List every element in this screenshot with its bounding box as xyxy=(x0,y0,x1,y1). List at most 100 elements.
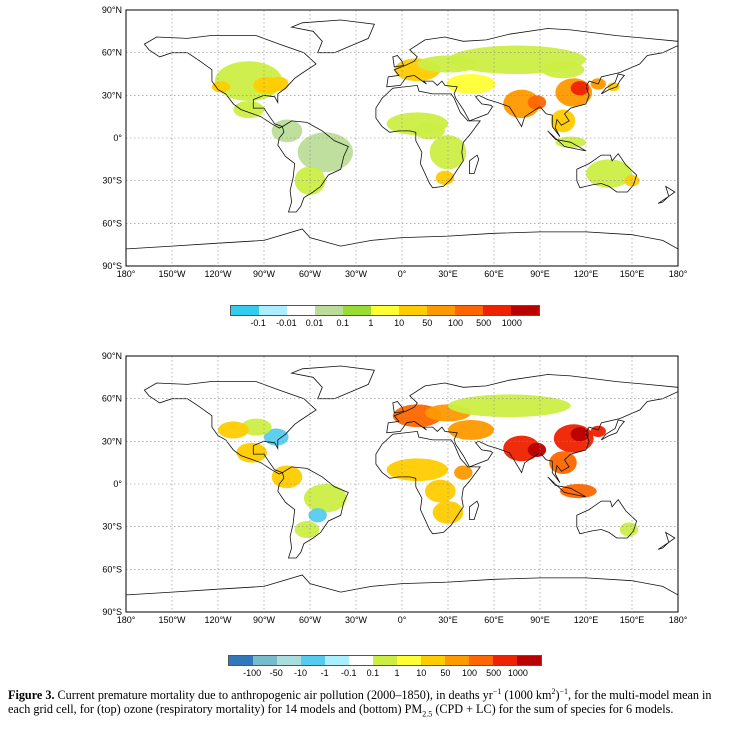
lon-label: 60°E xyxy=(484,615,504,625)
caption-text-1: Current premature mortality due to anthr… xyxy=(54,688,493,702)
colorbar-swatch xyxy=(315,306,343,315)
colorbar-swatch xyxy=(301,656,325,665)
colorbar-swatch xyxy=(455,306,483,315)
data-region-4 xyxy=(233,101,264,119)
lon-label: 120°W xyxy=(204,615,232,625)
data-region-3 xyxy=(211,81,231,93)
colorbar-swatches xyxy=(228,655,542,666)
colorbar-label: 0.1 xyxy=(366,668,380,678)
colorbar-swatch xyxy=(445,656,469,665)
colorbar-label: 1 xyxy=(368,318,374,328)
caption-sub-1: 2.5 xyxy=(422,709,433,719)
coastline-africa xyxy=(375,430,481,535)
coastline-japan xyxy=(600,419,626,441)
colorbar-label: 100 xyxy=(462,668,478,678)
colorbar-label: -100 xyxy=(243,668,262,678)
lon-label: 0° xyxy=(398,615,407,625)
lon-label: 90°W xyxy=(253,615,276,625)
lat-label: 90°S xyxy=(102,261,122,271)
lat-label: 30°N xyxy=(102,90,122,100)
lon-label: 180° xyxy=(117,615,136,625)
coastlines xyxy=(126,19,678,266)
data-region-5 xyxy=(271,119,303,143)
pm25-colorbar: -100 -50 -10 -1 -0.1 0.1 1 10 50 100 500 1000 xyxy=(228,655,542,685)
colorbar-label: 10 xyxy=(394,318,405,328)
colorbar-swatch xyxy=(399,306,427,315)
colorbar-swatch xyxy=(373,656,397,665)
lon-label: 180° xyxy=(669,615,688,625)
colorbar-label: -0.1 xyxy=(341,668,357,678)
lat-label: 0° xyxy=(113,133,122,143)
data-region-10 xyxy=(448,394,571,418)
gridlines xyxy=(126,356,678,612)
colorbar-swatch xyxy=(325,656,349,665)
data-region-6 xyxy=(308,508,327,523)
lon-label: 180° xyxy=(117,269,136,279)
colorbar-label: 1 xyxy=(394,668,400,678)
lat-label: 60°S xyxy=(102,218,122,228)
lat-label: 60°N xyxy=(102,48,122,58)
lat-label: 90°N xyxy=(102,5,122,15)
data-region-24 xyxy=(586,159,632,188)
colorbar-swatches xyxy=(230,305,540,316)
lat-label: 30°S xyxy=(102,522,122,532)
colorbar-label: 1000 xyxy=(507,668,528,678)
colorbar-label: -10 xyxy=(293,668,307,678)
lat-label: 60°N xyxy=(102,394,122,404)
data-region-15 xyxy=(570,81,590,96)
colorbar-label: 50 xyxy=(440,668,451,678)
colorbar-label: 100 xyxy=(447,318,463,328)
colorbar-label: 50 xyxy=(422,318,433,328)
lon-label: 60°W xyxy=(299,615,322,625)
coastline-australia xyxy=(576,152,638,193)
colorbar-swatch xyxy=(287,306,315,315)
colorbar-label: 10 xyxy=(416,668,427,678)
lon-label: 30°W xyxy=(345,269,368,279)
data-field xyxy=(218,394,639,539)
caption-text-2: (1000 km xyxy=(501,688,552,702)
data-region-23 xyxy=(619,522,639,537)
lon-label: 30°W xyxy=(345,615,368,625)
data-region-16 xyxy=(590,425,606,438)
data-region-20 xyxy=(425,479,456,503)
coastlines xyxy=(126,365,678,612)
lat-label: 60°S xyxy=(102,564,122,574)
coastline-antarctica xyxy=(126,228,678,266)
lon-label: 150°W xyxy=(158,269,186,279)
coastline-africa xyxy=(375,84,481,189)
lon-label: 180° xyxy=(669,269,688,279)
data-region-13 xyxy=(527,442,547,457)
colorbar-swatch xyxy=(511,306,539,315)
colorbar-swatch xyxy=(259,306,287,315)
lon-label: 120°E xyxy=(574,615,599,625)
data-region-15 xyxy=(570,427,590,442)
data-region-5 xyxy=(303,484,347,513)
colorbar-swatch xyxy=(427,306,455,315)
coastline-antarctica xyxy=(126,574,678,612)
colorbar-swatch xyxy=(277,656,301,665)
data-region-19 xyxy=(550,109,576,133)
coastline-japan xyxy=(600,73,626,95)
caption-label: Figure 3. xyxy=(8,688,55,702)
lon-label: 90°E xyxy=(530,615,550,625)
colorbar-labels: -0.1 -0.01 0.01 0.1 1 10 50 100 500 1000 xyxy=(230,316,540,330)
lon-label: 120°E xyxy=(574,269,599,279)
coastline-south-america xyxy=(277,120,349,213)
colorbar-label: 0.01 xyxy=(305,318,324,328)
coastline-greenland xyxy=(290,19,375,54)
gridlines xyxy=(126,10,678,266)
colorbar-label: 0.1 xyxy=(336,318,349,328)
lon-label: 150°E xyxy=(620,615,645,625)
data-region-11 xyxy=(448,420,494,440)
lat-label: 30°S xyxy=(102,176,122,186)
data-region-22 xyxy=(454,465,473,480)
colorbar-swatch xyxy=(517,656,541,665)
caption-sup-3: −1 xyxy=(559,686,569,696)
ozone-mortality-map: 90°N 60°N 30°N 0° 30°S 60°S 90°S 180° 150°W 120°W… xyxy=(80,0,700,290)
data-region-3 xyxy=(236,442,268,463)
colorbar-label: 1000 xyxy=(501,318,522,328)
colorbar-swatch xyxy=(469,656,493,665)
data-region-1 xyxy=(241,418,272,436)
coastline-australia xyxy=(576,498,638,539)
